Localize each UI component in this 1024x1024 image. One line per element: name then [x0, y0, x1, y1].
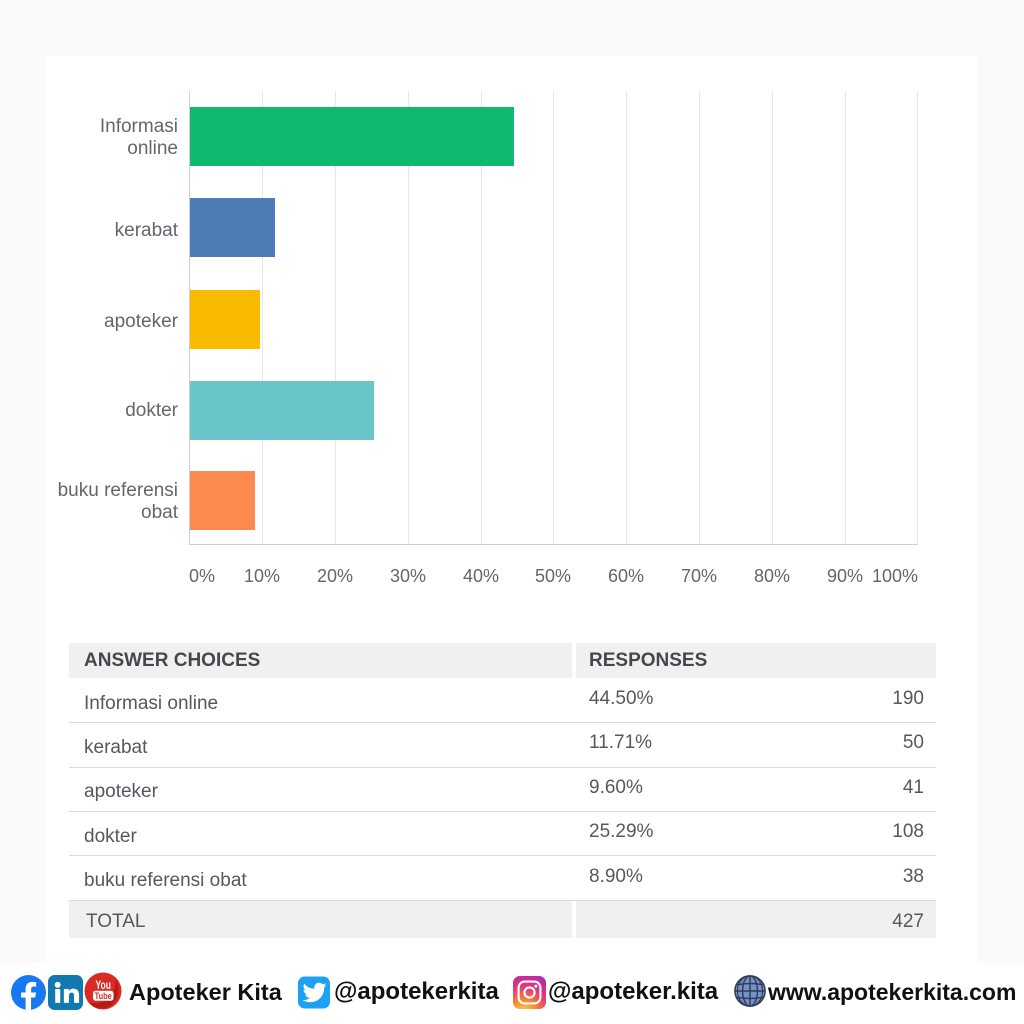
svg-text:Tube: Tube: [95, 990, 112, 1001]
svg-text:You: You: [95, 980, 110, 993]
